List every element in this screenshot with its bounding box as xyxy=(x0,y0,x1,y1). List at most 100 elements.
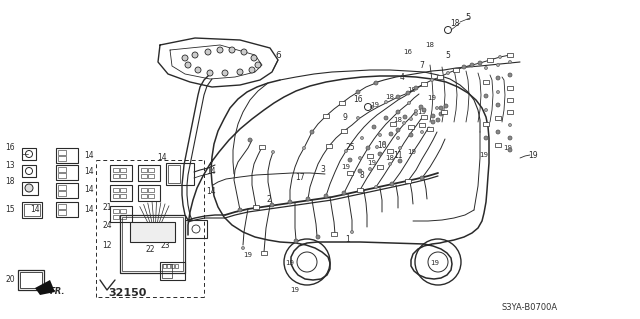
Text: 18: 18 xyxy=(385,155,394,161)
Bar xyxy=(507,110,513,114)
Bar xyxy=(483,122,489,126)
Text: 5: 5 xyxy=(445,50,451,60)
Circle shape xyxy=(508,148,512,152)
Circle shape xyxy=(374,186,378,189)
Circle shape xyxy=(419,105,423,109)
Text: 16: 16 xyxy=(403,49,413,55)
Text: 14: 14 xyxy=(157,152,167,161)
Bar xyxy=(130,222,175,242)
Text: 13: 13 xyxy=(5,160,15,169)
Circle shape xyxy=(378,152,382,156)
Bar xyxy=(148,174,154,178)
Circle shape xyxy=(499,56,502,58)
Circle shape xyxy=(372,125,376,129)
Bar xyxy=(120,188,126,192)
Circle shape xyxy=(360,137,364,139)
Bar xyxy=(148,194,154,198)
Bar xyxy=(163,264,166,268)
Text: 14: 14 xyxy=(84,151,93,160)
Circle shape xyxy=(241,247,244,249)
Circle shape xyxy=(396,110,400,114)
Circle shape xyxy=(396,95,400,99)
Bar xyxy=(148,188,154,192)
Circle shape xyxy=(348,158,352,162)
Circle shape xyxy=(390,182,394,186)
Bar xyxy=(24,204,40,216)
Circle shape xyxy=(294,239,298,243)
Bar xyxy=(110,206,132,222)
Circle shape xyxy=(496,76,500,80)
Bar xyxy=(483,80,489,84)
Text: 12: 12 xyxy=(102,241,112,249)
Circle shape xyxy=(439,112,443,116)
Circle shape xyxy=(496,103,500,107)
Circle shape xyxy=(366,146,370,150)
Bar xyxy=(253,205,259,209)
Circle shape xyxy=(420,176,424,180)
Text: 19: 19 xyxy=(528,151,538,160)
Text: 19: 19 xyxy=(285,260,294,266)
Circle shape xyxy=(217,47,223,53)
Bar xyxy=(22,182,38,195)
Bar xyxy=(110,185,132,201)
Text: 25: 25 xyxy=(345,144,355,152)
Circle shape xyxy=(371,106,374,108)
Circle shape xyxy=(484,136,488,140)
Bar xyxy=(113,188,119,192)
Polygon shape xyxy=(35,280,55,295)
Bar xyxy=(162,264,172,278)
Circle shape xyxy=(509,61,511,63)
Bar xyxy=(141,188,147,192)
Bar xyxy=(20,272,42,288)
Circle shape xyxy=(270,203,274,207)
Text: 18: 18 xyxy=(394,117,403,123)
Circle shape xyxy=(351,231,353,234)
Text: 8: 8 xyxy=(360,170,364,180)
Circle shape xyxy=(439,106,443,110)
Text: 14: 14 xyxy=(206,188,216,197)
Text: 2: 2 xyxy=(267,196,271,204)
Bar xyxy=(166,163,194,185)
Circle shape xyxy=(344,150,348,152)
Bar xyxy=(56,183,78,198)
Bar xyxy=(326,144,332,148)
Circle shape xyxy=(358,169,362,173)
Circle shape xyxy=(182,55,188,61)
Text: 19: 19 xyxy=(417,109,426,115)
Circle shape xyxy=(414,86,418,90)
Circle shape xyxy=(462,65,466,69)
Bar xyxy=(22,202,42,218)
Circle shape xyxy=(356,116,360,120)
Circle shape xyxy=(238,208,242,212)
Text: 21: 21 xyxy=(102,204,112,212)
Text: 9: 9 xyxy=(342,114,348,122)
Circle shape xyxy=(358,157,362,160)
Bar xyxy=(357,188,363,192)
Circle shape xyxy=(310,130,314,134)
Circle shape xyxy=(484,94,488,98)
Circle shape xyxy=(399,146,401,150)
Circle shape xyxy=(195,67,201,73)
Circle shape xyxy=(403,122,406,124)
Text: 19: 19 xyxy=(371,102,380,108)
Circle shape xyxy=(316,235,320,239)
Circle shape xyxy=(241,49,247,55)
Circle shape xyxy=(484,66,488,70)
Text: 4: 4 xyxy=(399,73,404,83)
Bar xyxy=(408,125,414,129)
Text: 19: 19 xyxy=(342,164,351,170)
Text: 5: 5 xyxy=(465,13,470,23)
Bar xyxy=(58,210,66,215)
Circle shape xyxy=(431,114,435,118)
Circle shape xyxy=(398,159,402,163)
Text: 20: 20 xyxy=(5,276,15,285)
Circle shape xyxy=(431,120,435,124)
Text: 10: 10 xyxy=(377,140,387,150)
Bar xyxy=(120,174,126,178)
Bar xyxy=(185,220,207,238)
Text: 16: 16 xyxy=(353,95,363,105)
Circle shape xyxy=(25,184,33,192)
Bar xyxy=(405,179,411,183)
Bar xyxy=(113,174,119,178)
Bar xyxy=(113,168,119,172)
